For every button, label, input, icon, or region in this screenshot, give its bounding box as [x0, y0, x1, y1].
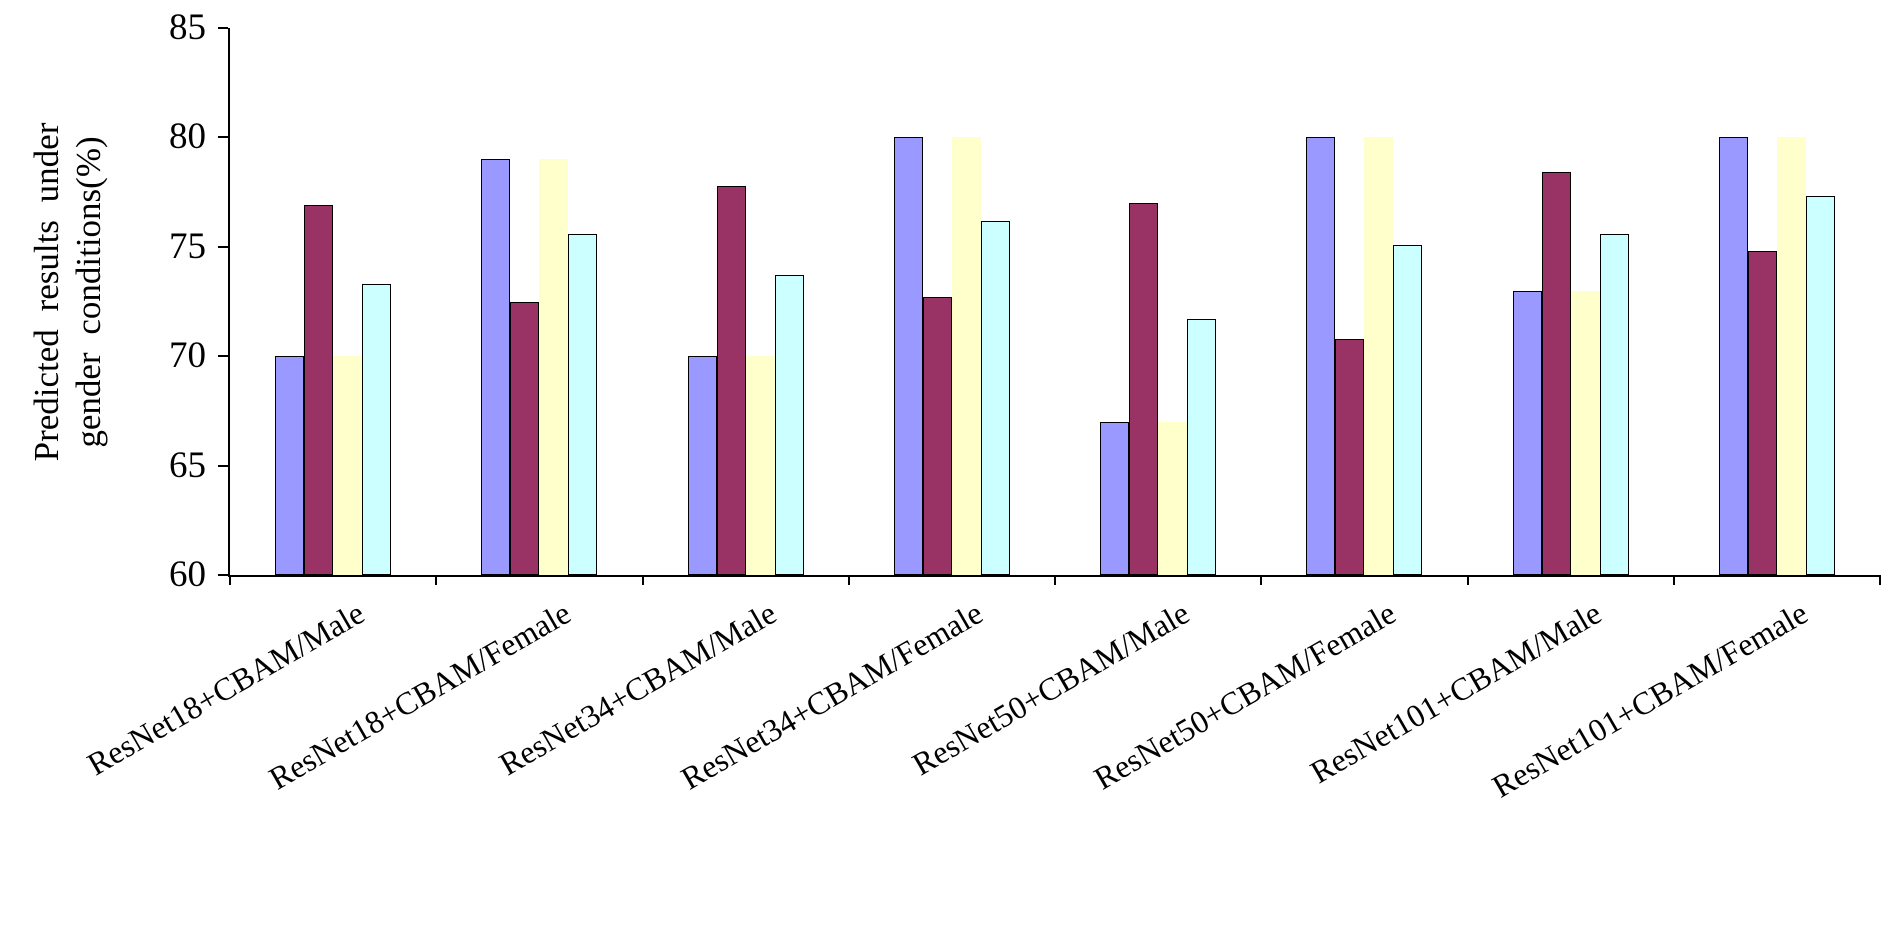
- bar: [333, 356, 363, 575]
- bar: [539, 159, 569, 575]
- bar: [951, 137, 981, 575]
- bar: [716, 185, 746, 575]
- x-tick-mark: [435, 575, 438, 585]
- y-tick-label: 80: [169, 116, 206, 158]
- bar: [980, 220, 1010, 575]
- bar: [687, 356, 717, 575]
- bar: [893, 137, 923, 575]
- bar: [1718, 137, 1748, 575]
- x-tick-mark: [1260, 575, 1263, 585]
- bar: [1747, 251, 1777, 575]
- bar: [1158, 421, 1188, 575]
- y-tick-mark: [218, 136, 228, 139]
- bar: [510, 301, 540, 575]
- bar: [922, 297, 952, 575]
- bar: [1570, 290, 1600, 575]
- plot-area: [218, 27, 1881, 585]
- x-tick-mark: [1466, 575, 1469, 585]
- y-tick-label: 70: [169, 335, 206, 377]
- y-axis-title-line1: Predicted results under: [27, 122, 66, 462]
- bar: [1306, 137, 1336, 575]
- bar: [568, 233, 598, 575]
- bar: [1512, 290, 1542, 575]
- y-tick-label: 75: [169, 225, 206, 267]
- bar: [481, 159, 511, 575]
- bar: [1100, 421, 1130, 575]
- bar: [1599, 233, 1629, 575]
- bar: [362, 284, 392, 575]
- bar: [1187, 319, 1217, 575]
- x-tick-mark: [1054, 575, 1056, 585]
- y-tick-mark: [218, 355, 228, 358]
- bar: [1364, 137, 1394, 575]
- bar: [745, 356, 775, 575]
- y-tick-mark: [218, 27, 228, 29]
- x-tick-mark: [641, 575, 644, 585]
- bar: [1776, 137, 1806, 575]
- y-axis-title-line2: gender conditions(%): [69, 136, 108, 448]
- x-tick-mark: [1879, 575, 1881, 585]
- y-tick-mark: [218, 574, 228, 576]
- bar: [1393, 244, 1423, 575]
- y-tick-label: 65: [169, 444, 206, 486]
- bar: [275, 356, 305, 575]
- bar: [304, 205, 334, 575]
- y-tick-label: 85: [169, 7, 206, 48]
- y-tick-mark: [218, 245, 228, 248]
- bar: [1805, 196, 1835, 575]
- bar: [1541, 172, 1571, 575]
- bar: [1335, 338, 1365, 575]
- y-axis-title-text: Predicted results under gender condition…: [26, 0, 110, 622]
- x-tick-mark: [847, 575, 850, 585]
- bar: [774, 275, 804, 575]
- x-tick-mark: [229, 575, 231, 585]
- y-tick-mark: [218, 464, 228, 467]
- y-tick-label: 60: [169, 554, 206, 595]
- x-tick-mark: [1672, 575, 1675, 585]
- bar: [1129, 203, 1159, 575]
